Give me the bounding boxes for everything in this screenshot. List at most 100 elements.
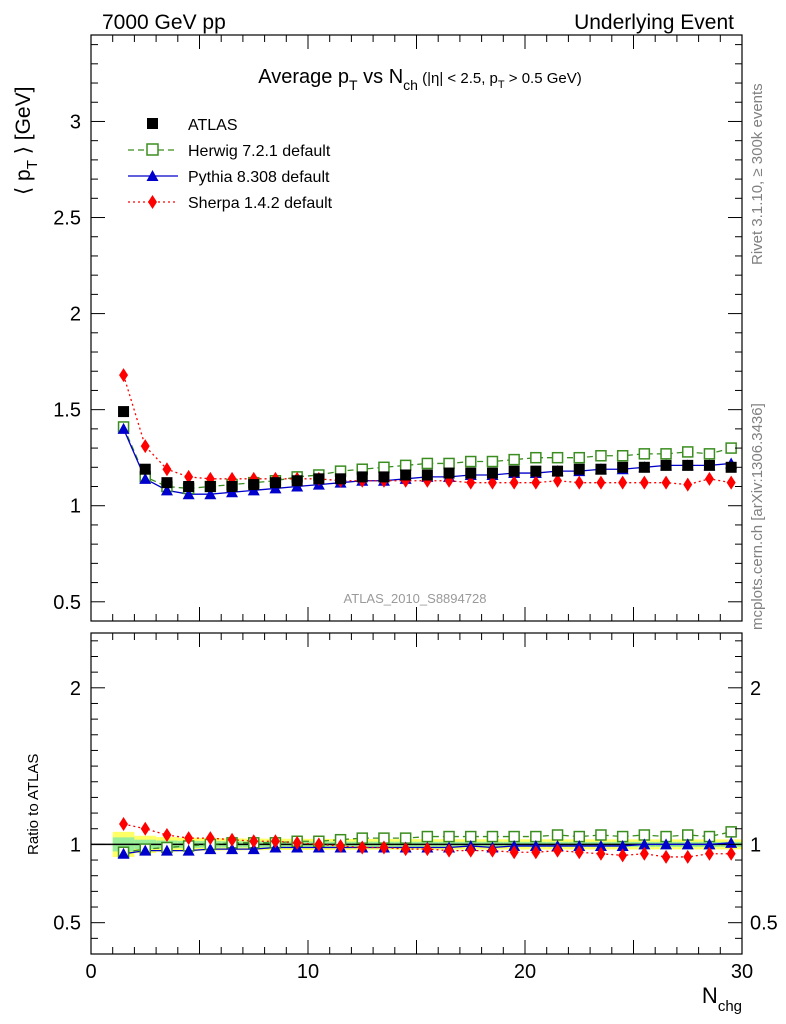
ratio-point-pythia bbox=[616, 839, 629, 851]
main-point-sherpa bbox=[574, 475, 584, 490]
ratio-y-tick-label-right: 2 bbox=[750, 678, 761, 700]
ratio-point-sherpa bbox=[227, 832, 237, 847]
legend-label-sherpa: Sherpa 1.4.2 default bbox=[188, 195, 333, 212]
main-point-sherpa bbox=[140, 439, 150, 454]
main-y-tick-label: 0.5 bbox=[53, 592, 81, 614]
ratio-point-herwig bbox=[595, 829, 607, 841]
ratio-point-sherpa bbox=[661, 849, 671, 864]
main-panel: 0.5 1 1.5 2 2.5 3 Average pT vs Nch (|η| < 2.… bbox=[12, 34, 743, 622]
ratio-point-pythia bbox=[638, 838, 651, 850]
ratio-point-sherpa bbox=[726, 846, 736, 861]
main-point-sherpa bbox=[184, 469, 194, 484]
main-y-tick-label: 2.5 bbox=[53, 208, 81, 230]
main-point-herwig bbox=[682, 446, 694, 458]
x-tick-label: 0 bbox=[85, 961, 96, 983]
main-point-sherpa bbox=[162, 462, 172, 477]
legend-item-atlas: ATLAS bbox=[147, 117, 238, 134]
main-point-herwig bbox=[703, 448, 716, 460]
ratio-point-herwig bbox=[551, 829, 564, 841]
ratio-point-sherpa bbox=[596, 846, 606, 861]
ratio-point-sherpa bbox=[639, 846, 649, 861]
main-point-atlas bbox=[703, 459, 715, 471]
main-point-atlas bbox=[660, 459, 672, 471]
ratio-point-sherpa bbox=[531, 845, 541, 860]
legend-marker-sherpa bbox=[148, 195, 157, 209]
legend-marker-herwig bbox=[146, 143, 159, 156]
main-point-atlas bbox=[552, 465, 564, 477]
ratio-point-sherpa bbox=[618, 848, 628, 863]
ratio-y-tick-label: 2 bbox=[70, 678, 81, 700]
ratio-point-sherpa bbox=[357, 840, 367, 855]
main-point-atlas bbox=[269, 477, 281, 489]
main-y-axis-label: ⟨ pT ⟩ [GeV] bbox=[12, 87, 41, 195]
main-point-atlas bbox=[335, 473, 347, 485]
ratio-point-sherpa bbox=[336, 838, 346, 853]
main-title: Average pT vs Nch (|η| < 2.5, pT > 0.5 G… bbox=[258, 66, 582, 93]
ratio-point-sherpa bbox=[292, 835, 302, 850]
ratio-point-sherpa bbox=[704, 846, 714, 861]
main-point-sherpa bbox=[596, 475, 606, 490]
ratio-point-pythia bbox=[681, 838, 694, 850]
x-tick-label: 20 bbox=[514, 961, 536, 983]
main-data-marks bbox=[117, 368, 738, 500]
main-point-sherpa bbox=[466, 475, 476, 490]
ratio-point-herwig bbox=[421, 830, 434, 843]
ratio-point-herwig bbox=[486, 830, 499, 843]
ratio-point-sherpa bbox=[249, 834, 259, 849]
ratio-y-tick-label-right: 0.5 bbox=[750, 913, 778, 935]
main-point-sherpa bbox=[639, 475, 649, 490]
main-point-atlas bbox=[421, 469, 433, 481]
main-point-pythia bbox=[204, 488, 217, 500]
ratio-point-sherpa bbox=[270, 834, 280, 849]
main-point-atlas bbox=[378, 471, 390, 483]
ratio-point-sherpa bbox=[314, 837, 324, 852]
main-y-tick-label: 1.5 bbox=[53, 400, 81, 422]
ratio-panel: 0.5 0.5 1 1 2 2 0 10 20 30 Ratio to ATLAS Nchg bbox=[25, 632, 778, 1015]
legend: ATLAS Herwig 7.2.1 default Pythia 8.308 … bbox=[128, 117, 333, 212]
legend-item-sherpa: Sherpa 1.4.2 default bbox=[128, 195, 333, 212]
ratio-ticks bbox=[90, 633, 743, 955]
main-point-sherpa bbox=[553, 473, 563, 488]
main-point-herwig bbox=[638, 448, 651, 460]
main-point-atlas bbox=[204, 481, 216, 493]
ratio-y-tick-label-right: 1 bbox=[750, 834, 761, 856]
legend-label-herwig: Herwig 7.2.1 default bbox=[188, 143, 331, 160]
ratio-point-herwig bbox=[725, 826, 737, 838]
main-point-atlas bbox=[595, 463, 607, 475]
main-point-atlas bbox=[682, 459, 694, 471]
main-point-herwig bbox=[660, 448, 672, 460]
ratio-point-pythia bbox=[139, 844, 152, 856]
main-point-sherpa bbox=[661, 475, 671, 490]
main-point-herwig bbox=[421, 457, 434, 470]
main-point-sherpa bbox=[618, 475, 628, 490]
main-y-tick-label: 1 bbox=[70, 496, 81, 518]
ratio-point-pythia bbox=[660, 838, 673, 850]
main-point-pythia bbox=[139, 472, 152, 484]
main-point-herwig bbox=[399, 459, 412, 472]
ratio-point-pythia bbox=[725, 836, 738, 848]
legend-marker-atlas bbox=[147, 118, 158, 129]
main-line-sherpa bbox=[122, 374, 732, 486]
x-tick-label: 30 bbox=[731, 961, 753, 983]
ratio-y-tick-labels: 0.5 0.5 1 1 2 2 bbox=[53, 678, 778, 935]
main-point-atlas bbox=[248, 479, 260, 491]
main-point-atlas bbox=[183, 481, 195, 493]
ratio-point-sherpa bbox=[422, 842, 432, 857]
ratio-point-pythia bbox=[247, 843, 260, 855]
ratio-point-sherpa bbox=[444, 843, 454, 858]
main-point-herwig bbox=[725, 442, 737, 454]
ratio-point-pythia bbox=[226, 843, 239, 855]
ratio-point-sherpa bbox=[466, 843, 476, 858]
main-point-atlas bbox=[638, 461, 650, 473]
main-point-sherpa bbox=[704, 471, 714, 486]
main-point-sherpa bbox=[119, 368, 129, 383]
main-point-pythia bbox=[160, 484, 173, 496]
main-point-atlas bbox=[508, 465, 520, 477]
main-point-herwig bbox=[530, 451, 542, 464]
main-point-pythia bbox=[182, 488, 195, 500]
ratio-y-axis-label: Ratio to ATLAS bbox=[25, 754, 42, 855]
ratio-point-sherpa bbox=[553, 843, 563, 858]
main-point-atlas bbox=[313, 473, 325, 485]
main-point-sherpa bbox=[726, 475, 736, 490]
